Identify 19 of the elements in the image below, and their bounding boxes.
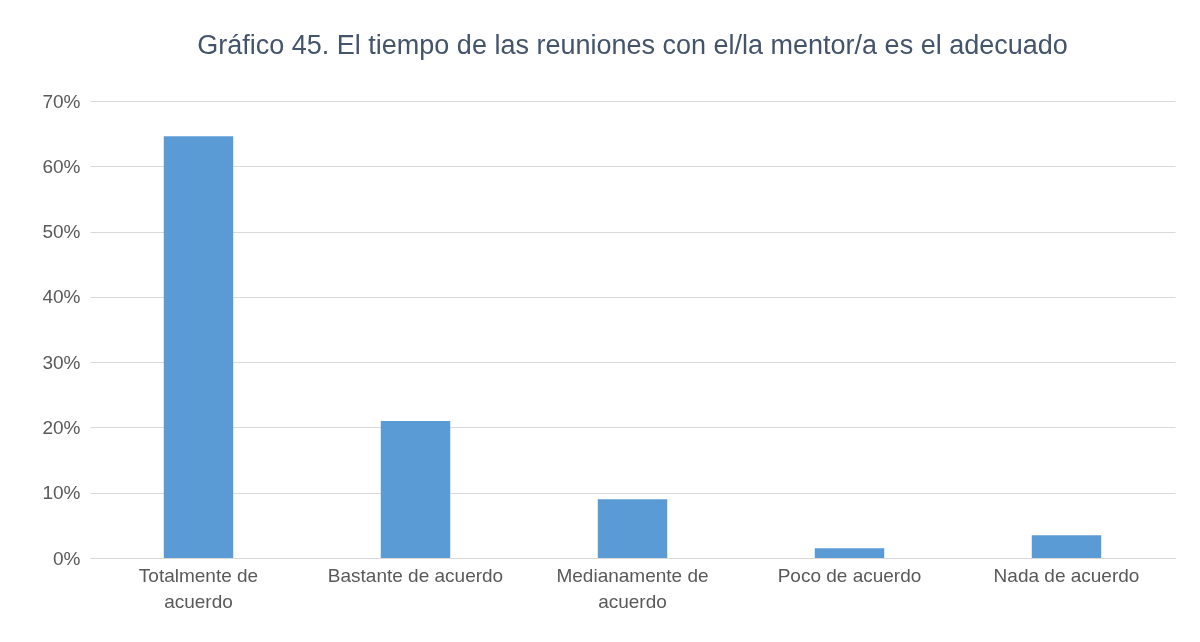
y-tick-label: 0% <box>53 547 81 569</box>
y-tick-label: 10% <box>42 482 81 504</box>
bar <box>597 499 668 558</box>
bar <box>163 136 234 558</box>
y-tick-label: 50% <box>42 221 81 243</box>
x-tick-label: Totalmente de acuerdo <box>138 564 259 612</box>
x-tick-label: Nada de acuerdo <box>993 564 1140 586</box>
y-tick-label: 70% <box>42 90 81 112</box>
bar <box>1031 535 1102 558</box>
y-tick-label: 20% <box>42 416 81 438</box>
y-tick-label: 60% <box>42 155 81 177</box>
chart-title: Gráfico 45. El tiempo de las reuniones con el/la mentor/a es el adecuado <box>197 30 1068 60</box>
bar <box>380 420 451 558</box>
x-tick-label: Bastante de acuerdo <box>327 564 504 586</box>
y-tick-label: 40% <box>42 286 81 308</box>
bar <box>814 548 885 558</box>
y-tick-label: 30% <box>42 351 81 373</box>
x-tick-label: Poco de acuerdo <box>777 564 922 586</box>
x-tick-label: Medianamente de acuerdo <box>556 564 709 612</box>
